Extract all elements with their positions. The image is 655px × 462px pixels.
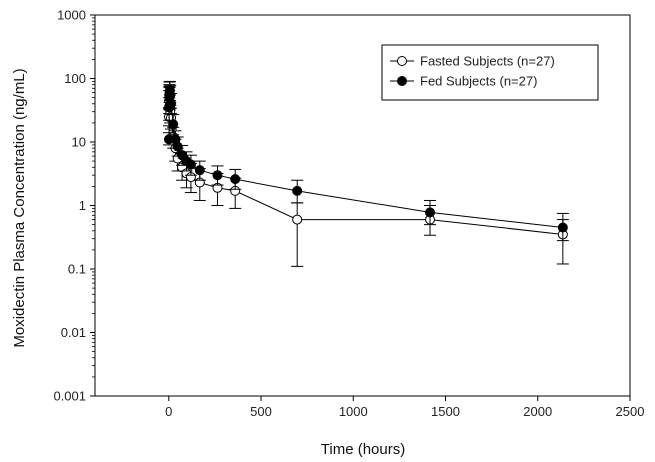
data-point: [292, 214, 303, 225]
legend-label: Fasted Subjects (n=27): [420, 54, 555, 69]
x-tick-label: 2000: [523, 404, 552, 419]
legend-marker: [397, 76, 407, 86]
y-tick-label: 0.1: [68, 262, 86, 277]
x-tick-label: 0: [165, 404, 172, 419]
legend-label: Fed Subjects (n=27): [420, 74, 537, 89]
y-tick-label: 0.01: [61, 325, 86, 340]
data-point: [165, 89, 176, 100]
y-tick-label: 10: [72, 135, 86, 150]
series-fed: [162, 80, 569, 242]
legend-marker: [397, 56, 407, 66]
x-tick-label: 1000: [339, 404, 368, 419]
axes: 0 500 1000 1500 2000 2500 0.001 0.01 0.1 1 10 100 10…: [53, 8, 644, 420]
series-line: [168, 94, 563, 235]
legend-box: [381, 44, 599, 101]
data-point: [557, 222, 568, 233]
data-point: [185, 159, 196, 170]
series-line: [168, 90, 563, 229]
x-tick-label: 1500: [431, 404, 460, 419]
y-tick-label: 1000: [57, 8, 86, 23]
data-point: [194, 165, 205, 176]
y-tick-label: 1: [79, 198, 86, 213]
x-axis-title: Time (hours): [321, 441, 405, 458]
x-tick-label: 2500: [616, 404, 645, 419]
data-point: [168, 119, 179, 130]
y-axis-title: Moxidectin Plasma Concentration (ng/mL): [11, 68, 28, 347]
x-tick-label: 500: [250, 404, 272, 419]
legend: Fasted Subjects (n=27) Fed Subjects (n=27…: [381, 44, 599, 101]
y-tick-label: 100: [64, 71, 86, 86]
data-point: [425, 207, 436, 218]
data-point: [230, 174, 241, 185]
plot-area: [162, 80, 569, 267]
series-fasted: [162, 84, 569, 267]
data-point: [292, 185, 303, 196]
data-point: [172, 141, 183, 152]
data-point: [166, 98, 177, 109]
data-point: [212, 170, 223, 181]
y-tick-label: 0.001: [53, 389, 86, 404]
